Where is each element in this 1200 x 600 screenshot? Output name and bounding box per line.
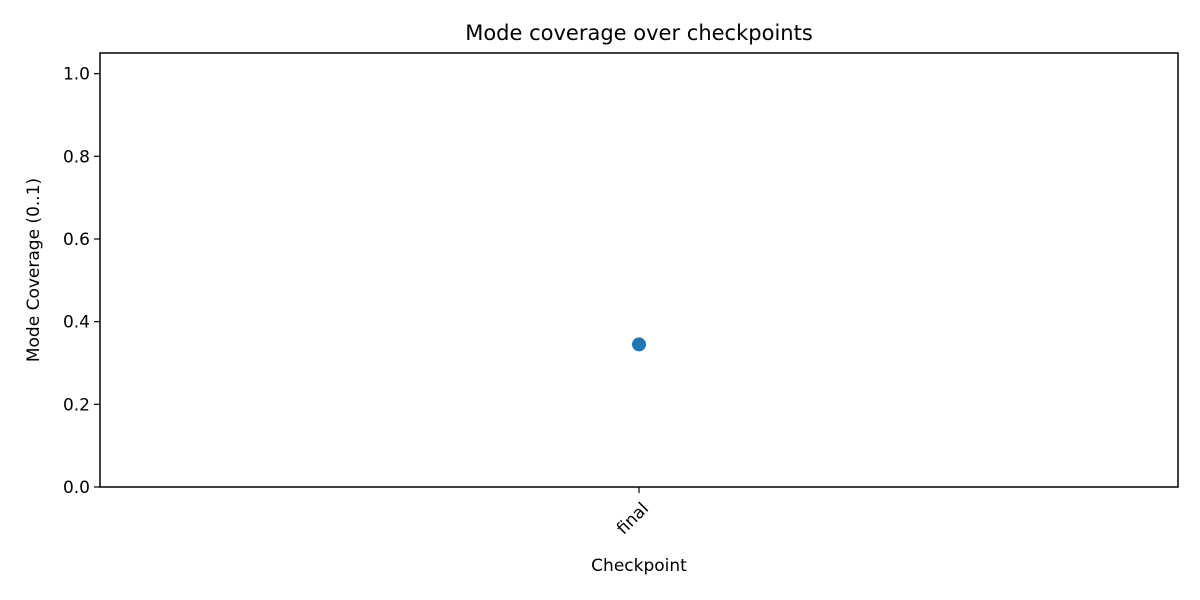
plot-area [99, 52, 1179, 488]
y-tick-label: 0.0 [63, 478, 90, 498]
x-axis-title: Checkpoint [591, 556, 687, 576]
x-tick-label: final [613, 499, 653, 539]
plot-frame [99, 52, 1179, 488]
y-tick-label: 0.2 [63, 395, 90, 415]
y-tick-label: 1.0 [63, 65, 90, 85]
chart-title: Mode coverage over checkpoints [465, 21, 813, 45]
y-tick-label: 0.4 [63, 313, 90, 333]
y-tick-label: 0.8 [63, 147, 90, 167]
y-axis: 0.0 0.2 0.4 0.6 0.8 1.0 [63, 65, 100, 498]
data-point [632, 337, 646, 352]
series-layer [632, 337, 646, 352]
x-axis: final [613, 487, 653, 539]
y-tick-label: 0.6 [63, 230, 90, 250]
y-axis-title: Mode Coverage (0..1) [24, 178, 44, 362]
